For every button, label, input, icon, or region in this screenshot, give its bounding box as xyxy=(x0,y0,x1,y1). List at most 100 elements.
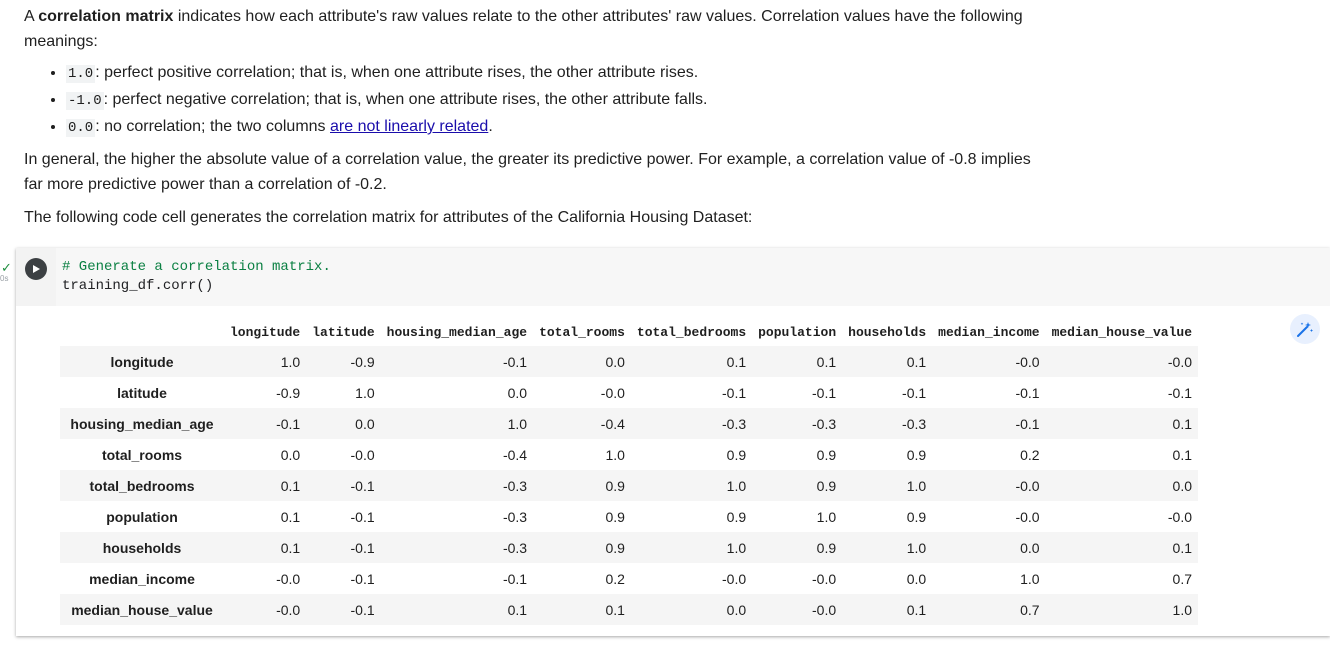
table-cell: -0.0 xyxy=(1167,353,1193,370)
table-cell: 1.0 xyxy=(355,384,375,401)
table-cell: -0.1 xyxy=(812,384,837,401)
column-header: housing_median_age xyxy=(386,324,528,340)
table-cell: 0.0 xyxy=(1020,539,1040,556)
table-cell: 0.1 xyxy=(1172,446,1193,463)
table-cell: -0.0 xyxy=(350,446,375,463)
column-header: latitude xyxy=(312,324,375,340)
table-row: housing_median_age -0.1 0.0 1.0 -0.4 -0.3 -0.3… xyxy=(60,408,1199,439)
table-cell: 0.9 xyxy=(816,446,837,463)
markdown-cell: A correlation matrix indicates how each … xyxy=(24,4,1034,230)
table-cell: 0.9 xyxy=(605,539,625,556)
play-icon xyxy=(33,265,40,273)
table-cell: 1.0 xyxy=(1172,601,1193,618)
table-cell: -0.1 xyxy=(502,353,528,370)
header-row: longitude latitude housing_median_age to… xyxy=(60,318,1198,346)
table-cell: 0.1 xyxy=(280,539,301,556)
table-cell: -0.1 xyxy=(350,601,375,618)
code-statement: training_df.corr() xyxy=(62,278,214,294)
table-cell: -0.0 xyxy=(1015,508,1040,525)
row-header: housing_median_age xyxy=(70,415,214,432)
table-cell: 1.0 xyxy=(726,539,747,556)
table-cell: 0.2 xyxy=(1020,446,1040,463)
correlation-table: longitude latitude housing_median_age to… xyxy=(60,318,1199,625)
table-cell: -0.3 xyxy=(502,477,528,494)
linear-relation-link[interactable]: are not linearly related xyxy=(330,118,489,135)
table-cell: 0.1 xyxy=(1172,415,1193,432)
output-area: longitude latitude housing_median_age to… xyxy=(60,318,1199,625)
table-row: median_house_value -0.0 -0.1 0.1 0.1 0.0 -0.0 0… xyxy=(60,594,1199,625)
table-cell: -0.1 xyxy=(350,570,375,587)
table-cell: -0.4 xyxy=(502,446,528,463)
row-header: latitude xyxy=(117,384,167,401)
table-cell: 0.2 xyxy=(605,570,625,587)
row-header: median_income xyxy=(89,570,195,587)
table-cell: 0.9 xyxy=(726,446,747,463)
table-cell: 0.0 xyxy=(906,570,927,587)
table-cell: 1.0 xyxy=(605,446,625,463)
table-cell: 0.1 xyxy=(280,477,301,494)
row-header: total_rooms xyxy=(101,446,183,463)
table-cell: -0.3 xyxy=(502,539,528,556)
index-header xyxy=(60,318,224,346)
column-header: median_income xyxy=(938,324,1040,340)
column-header: population xyxy=(758,324,837,340)
table-cell: -0.1 xyxy=(1015,415,1040,432)
table-cell: 0.9 xyxy=(906,446,927,463)
table-cell: 1.0 xyxy=(1020,570,1040,587)
table-cell: 0.0 xyxy=(280,446,301,463)
table-cell: 1.0 xyxy=(906,539,927,556)
table-cell: -0.3 xyxy=(722,415,747,432)
table-cell: -0.1 xyxy=(902,384,927,401)
table-cell: -0.0 xyxy=(1167,508,1193,525)
code-editor[interactable]: # Generate a correlation matrix. trainin… xyxy=(56,248,1330,306)
table-cell: 0.9 xyxy=(816,477,837,494)
table-row: total_bedrooms 0.1 -0.1 -0.3 0.9 1.0 0.9 1.0 -0.… xyxy=(60,470,1199,501)
check-icon: ✓ xyxy=(1,260,12,275)
table-cell: -0.1 xyxy=(350,539,375,556)
table-row: median_income -0.0 -0.1 -0.1 0.2 -0.0 -0.0 0.0 1… xyxy=(60,563,1198,594)
table-cell: 0.0 xyxy=(507,384,528,401)
run-gutter xyxy=(16,248,56,306)
table-body: longitude 1.0 -0.9 -0.1 0.0 0.1 0.1 0.1 -0.0 -0.0… xyxy=(60,346,1199,625)
list-item: 1.0: perfect positive correlation; that … xyxy=(66,60,1034,87)
meaning-list: 1.0: perfect positive correlation; that … xyxy=(24,60,1034,141)
table-cell: -0.0 xyxy=(276,601,301,618)
column-header: total_rooms xyxy=(539,324,625,340)
row-header: median_house_value xyxy=(71,601,213,618)
table-row: latitude -0.9 1.0 0.0 -0.0 -0.1 -0.1 -0.1 -0.1 -0… xyxy=(60,377,1198,408)
table-cell: 0.0 xyxy=(726,601,747,618)
table-row: longitude 1.0 -0.9 -0.1 0.0 0.1 0.1 0.1 -0.0 -0.0 xyxy=(60,346,1199,377)
table-cell: 0.7 xyxy=(1020,601,1040,618)
bold-term: correlation matrix xyxy=(38,8,174,25)
magic-wand-button[interactable] xyxy=(1290,314,1320,344)
table-cell: -0.3 xyxy=(812,415,837,432)
table-cell: 0.1 xyxy=(507,601,528,618)
table-cell: 0.7 xyxy=(1172,570,1193,587)
table-cell: -0.1 xyxy=(502,570,528,587)
table-cell: -0.1 xyxy=(350,508,375,525)
table-cell: 0.1 xyxy=(906,601,927,618)
table-cell: 0.1 xyxy=(280,508,301,525)
table-cell: -0.0 xyxy=(600,384,625,401)
run-cell-button[interactable] xyxy=(25,258,47,280)
row-header: households xyxy=(102,539,182,556)
table-cell: -0.0 xyxy=(812,570,837,587)
table-cell: -0.4 xyxy=(600,415,625,432)
table-cell: 0.9 xyxy=(605,477,625,494)
list-item: -1.0: perfect negative correlation; that… xyxy=(66,87,1034,114)
table-cell: -0.0 xyxy=(722,570,747,587)
table-row: total_rooms 0.0 -0.0 -0.4 1.0 0.9 0.9 0.9 0.2 0.1 xyxy=(60,439,1198,470)
intro-paragraph: A correlation matrix indicates how each … xyxy=(24,8,1023,50)
table-cell: 0.9 xyxy=(726,508,747,525)
table-row: population 0.1 -0.1 -0.3 0.9 0.9 1.0 0.9 -0.0 -0.… xyxy=(60,501,1198,532)
table-cell: 1.0 xyxy=(507,415,528,432)
table-cell: 0.0 xyxy=(605,353,625,370)
predictive-power-paragraph: In general, the higher the absolute valu… xyxy=(24,151,1031,193)
table-cell: 0.1 xyxy=(1172,539,1193,556)
table-cell: 0.1 xyxy=(605,601,625,618)
table-cell: 1.0 xyxy=(816,508,837,525)
column-header: households xyxy=(848,324,927,340)
table-cell: 1.0 xyxy=(726,477,747,494)
table-cell: -0.3 xyxy=(902,415,927,432)
table-cell: 0.1 xyxy=(726,353,747,370)
